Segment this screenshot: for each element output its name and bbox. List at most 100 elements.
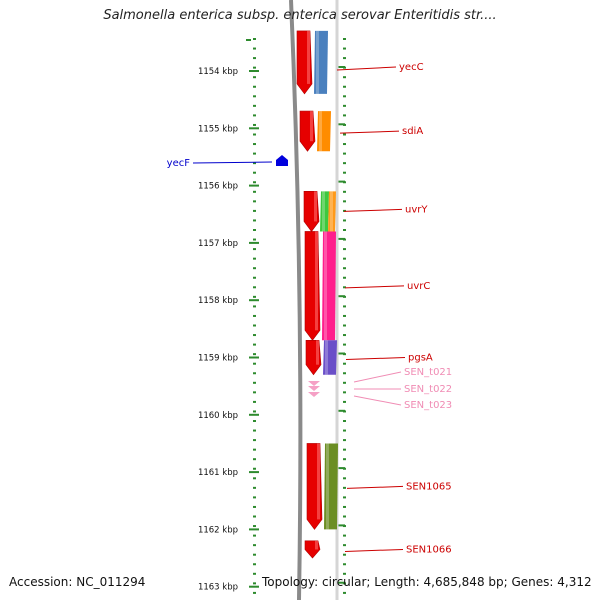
scale-dot-right	[343, 152, 346, 155]
scale-dot-right	[343, 190, 346, 193]
scale-dot-right	[343, 572, 346, 575]
backbone-strand	[289, 0, 303, 600]
gene-uvrc-feature-shine	[324, 231, 327, 341]
gene-yecf-label: yecF	[167, 158, 191, 169]
gene-sen-t021-marker	[308, 381, 320, 386]
scale-dot-right	[343, 324, 346, 327]
scale-dot-left	[253, 448, 256, 451]
scale-dot-right	[343, 286, 346, 289]
scale-dot-right	[343, 200, 346, 203]
scale-dot-right	[343, 486, 346, 489]
scale-dot-right	[343, 104, 346, 107]
gene-uvry-feature-2-shine	[330, 191, 333, 232]
gene-pgsa-arrow-highlight	[316, 340, 319, 365]
scale-dot-left	[253, 582, 256, 585]
scale-dot-left	[253, 219, 256, 222]
scale-dot-left	[253, 477, 256, 480]
gene-sen-t023-leader	[353, 395, 402, 406]
gene-uvrc-label: uvrC	[407, 281, 430, 292]
scale-dot-right	[343, 171, 346, 174]
gene-yecc-arrow-highlight	[307, 30, 310, 84]
scale-dot-left	[253, 295, 256, 298]
scale-dot-left	[253, 257, 256, 260]
scale-dot-right	[343, 305, 346, 308]
scale-dot-left	[253, 458, 256, 461]
gene-yecc-label: yecC	[399, 62, 424, 73]
scale-dot-left	[253, 238, 256, 241]
tick-label: 1154 kbp	[198, 67, 238, 77]
scale-dot-right	[343, 314, 346, 317]
gene-sen1065-arrow-highlight	[317, 443, 320, 520]
scale-dot-left	[253, 534, 256, 537]
scale-dot-left	[253, 334, 256, 337]
scale-dot-right	[343, 162, 346, 165]
gene-sen-t021-label: SEN_t021	[404, 367, 452, 378]
scale-dot-left	[253, 76, 256, 79]
gene-sdia-leader	[339, 130, 400, 134]
tick-label: 1157 kbp	[198, 239, 238, 249]
scale-dot-right	[343, 38, 346, 40]
gene-uvrc-feature	[322, 231, 336, 341]
scale-dot-right	[343, 248, 346, 251]
gene-sdia-feature	[317, 111, 331, 152]
scale-dot-left	[253, 505, 256, 508]
scale-dot-left	[253, 400, 256, 403]
scale-dot-right	[343, 143, 346, 146]
scale-dot-left	[253, 57, 256, 60]
scale-dot-right	[343, 400, 346, 403]
scale-dot-left	[253, 572, 256, 575]
scale-dot-left	[253, 276, 256, 279]
gene-sen-t022-label: SEN_t022	[404, 384, 452, 395]
scale-dot-right	[343, 372, 346, 375]
gene-pgsa-feature	[323, 340, 337, 375]
scale-dot-left	[253, 267, 256, 270]
scale-dot-left	[253, 38, 256, 40]
scale-dot-left	[253, 496, 256, 499]
scale-dot-right	[343, 267, 346, 270]
gene-sdia-feature-shine	[319, 111, 322, 152]
scale-dot-left	[253, 381, 256, 384]
gene-uvry-label: uvrY	[405, 204, 428, 215]
scale-dot-left	[253, 486, 256, 489]
gene-yecc-feature-shine	[316, 30, 319, 94]
scale-dot-left	[253, 152, 256, 155]
gene-uvry-feature	[320, 191, 329, 232]
scale-dot-right	[343, 343, 346, 346]
scale-dot-left	[253, 362, 256, 365]
scale-dot-left	[253, 515, 256, 518]
tick-label: 1163 kbp	[198, 583, 238, 593]
gene-sdia-label: sdiA	[402, 126, 423, 137]
scale-dot-right	[343, 591, 346, 594]
scale-dot-right	[343, 458, 346, 461]
scale-dot-left	[253, 429, 256, 432]
gene-sen1065-feature	[324, 443, 338, 530]
scale-dot-right	[343, 420, 346, 422]
gene-uvrc-arrow-highlight	[315, 231, 318, 331]
scale-dot-left	[253, 391, 256, 394]
scale-dot-right	[343, 219, 346, 222]
gene-sen1066-arrow-highlight	[315, 540, 318, 550]
gene-sen1065-label: SEN1065	[406, 481, 452, 492]
gene-pgsa-feature-shine	[325, 340, 328, 375]
scale-dot-left	[253, 305, 256, 308]
scale-dot-right	[343, 448, 346, 451]
scale-dot-right	[343, 515, 346, 518]
scale-dot-left	[253, 114, 256, 117]
scale-dot-right	[343, 85, 346, 88]
scale-dot-left	[253, 372, 256, 375]
scale-dot-right	[343, 544, 346, 547]
genome-stats-text: Topology: circular; Length: 4,685,848 bp…	[262, 575, 592, 589]
scale-dot-left	[253, 95, 256, 98]
gene-sdia-arrow-highlight	[310, 111, 313, 142]
scale-dot-right	[343, 362, 346, 365]
scale-dot-left	[253, 286, 256, 289]
scale-dot-right	[343, 257, 346, 260]
genome-title: Salmonella enterica subsp. enterica sero…	[103, 8, 497, 23]
scale-dot-left	[253, 229, 256, 231]
scale-dot-left	[253, 353, 256, 356]
scale-dot-left	[253, 171, 256, 174]
scale-dot-right	[343, 429, 346, 432]
tick-label: 1158 kbp	[198, 296, 238, 306]
scale-dot-right	[343, 334, 346, 337]
